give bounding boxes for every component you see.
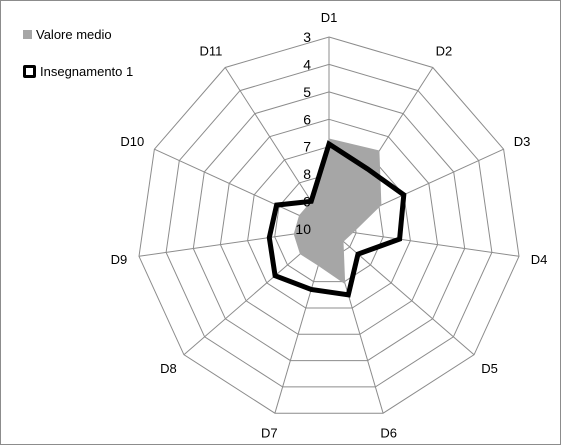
axis-label: D1 [321, 10, 338, 25]
legend-item-valore-medio: Valore medio [23, 27, 112, 42]
legend-label: Insegnamento 1 [40, 64, 134, 79]
tick-label: 10 [295, 221, 311, 237]
grid-ring [192, 91, 466, 362]
grid-ring [165, 63, 493, 388]
tick-label: 4 [303, 56, 311, 72]
legend-swatch-line [23, 65, 36, 78]
axis-label: D4 [531, 252, 548, 267]
axis-label: D9 [111, 252, 128, 267]
axis-label: D7 [261, 425, 278, 440]
axis-label: D8 [160, 361, 177, 376]
series-line-1 [266, 140, 407, 298]
axis-labels: D1 D2 D3 D4 D5 D6 D7 D8 D9 D10 D11 [111, 10, 548, 440]
axis-label: D2 [436, 44, 453, 59]
series-area-0 [293, 138, 382, 285]
grid-spoke [328, 228, 520, 257]
axis-label: D6 [380, 425, 397, 440]
axis-label: D5 [481, 361, 498, 376]
grid-ring [219, 118, 439, 335]
axis-label: D3 [514, 134, 531, 149]
tick-label: 8 [303, 166, 311, 182]
tick-label: 5 [303, 84, 311, 100]
tick-label: 3 [303, 29, 311, 45]
tick-label: 6 [303, 111, 311, 127]
legend-swatch-area [23, 30, 32, 39]
grid-ring [138, 36, 520, 414]
axis-label: D10 [120, 134, 144, 149]
tick-labels: 3 4 5 6 7 8 9 10 [295, 29, 311, 237]
tick-label: 7 [303, 139, 311, 155]
legend-label: Valore medio [36, 27, 112, 42]
axis-label: D11 [200, 44, 223, 59]
series-layer [266, 138, 407, 298]
legend-item-insegnamento-1: Insegnamento 1 [23, 64, 133, 79]
tick-label: 9 [303, 194, 311, 210]
grid-spoke [328, 228, 475, 356]
